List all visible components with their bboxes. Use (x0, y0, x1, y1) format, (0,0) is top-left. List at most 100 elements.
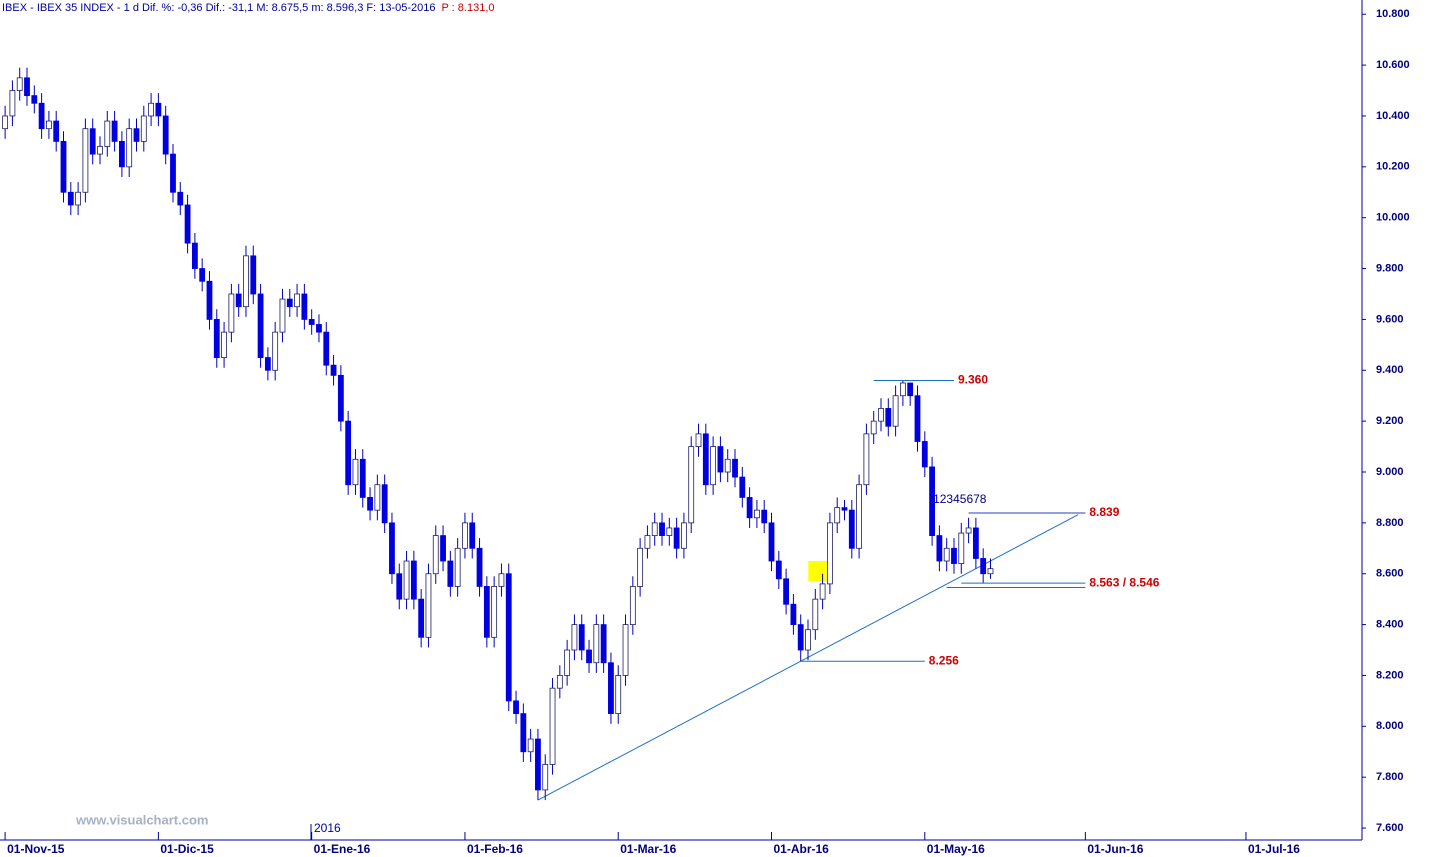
candle-body (542, 764, 549, 791)
candle-body (797, 624, 804, 651)
candle-body (783, 578, 790, 605)
candle-body (899, 382, 906, 397)
candle-body (724, 458, 731, 473)
candle-body (549, 687, 556, 765)
candle-body (498, 573, 505, 587)
title-price: P : 8.131,0 (441, 2, 494, 14)
candle-body (462, 522, 468, 549)
candle-body (987, 568, 994, 575)
candle-body (403, 560, 410, 600)
candle-body (264, 357, 271, 371)
candle-body (673, 527, 680, 549)
y-tick-label: 8.400 (1376, 619, 1404, 631)
y-tick-label: 8.600 (1376, 568, 1404, 580)
x-tick-label: 01-Dic-15 (160, 842, 214, 856)
y-tick-label: 7.800 (1376, 771, 1404, 783)
candle-body (16, 77, 23, 91)
candle-body (629, 586, 636, 625)
y-tick-label: 10.800 (1376, 8, 1410, 20)
y-tick-label: 10.200 (1376, 161, 1410, 173)
candle-body (155, 102, 162, 117)
x-tick-label: 01-May-16 (927, 842, 985, 856)
candle-body (476, 547, 483, 587)
candle-body (359, 458, 366, 498)
candle-body (250, 255, 257, 295)
candle-body (921, 441, 928, 468)
candle-body (228, 293, 235, 333)
candle-body (914, 395, 921, 442)
candle-body (82, 128, 89, 193)
candle-body (834, 507, 841, 524)
candle-body (644, 535, 651, 549)
candle-body (294, 293, 300, 308)
candle-body (951, 547, 957, 564)
candle-body (374, 484, 381, 511)
candle-body (571, 624, 578, 651)
x-tick-label: 01-Abr-16 (774, 842, 830, 856)
candle-body (170, 153, 176, 193)
wave-label: 12345678 (933, 492, 987, 506)
candle-body (286, 298, 293, 308)
candle-body (586, 649, 592, 664)
candle-body (367, 497, 373, 511)
candle-body (418, 598, 425, 638)
y-tick-label: 8.800 (1376, 517, 1404, 529)
candle-body (958, 532, 965, 564)
candle-body (396, 573, 403, 600)
y-tick-label: 9.600 (1376, 313, 1404, 325)
candle-body (520, 713, 527, 753)
candle-body (148, 102, 154, 117)
y-tick-label: 10.400 (1376, 110, 1410, 122)
candle-body (440, 535, 446, 562)
candle-body (878, 408, 884, 422)
candle-body (410, 560, 417, 600)
candle-body (24, 77, 30, 97)
candle-body (257, 293, 264, 358)
y-tick-label: 8.200 (1376, 669, 1404, 681)
candle-body (199, 268, 206, 282)
candle-body (389, 522, 395, 575)
candle-body (345, 420, 352, 486)
candle-body (980, 558, 987, 575)
candle-body (316, 324, 322, 333)
candle-body (38, 102, 45, 130)
candle-body (432, 535, 439, 575)
candle-body (221, 331, 227, 358)
candle-body (206, 280, 213, 320)
candle-body (104, 120, 111, 147)
candle-body (213, 319, 220, 358)
candle-body (535, 738, 541, 791)
candle-body (702, 433, 709, 486)
candle-body (827, 522, 833, 585)
candle-body (191, 242, 198, 269)
candle-body (615, 675, 622, 715)
candle-body (863, 433, 870, 486)
candle-body (936, 535, 943, 562)
y-tick-label: 8.000 (1376, 720, 1404, 732)
candle-body (301, 293, 308, 320)
candle-body (775, 560, 782, 580)
highlight (808, 561, 830, 582)
candle-body (469, 522, 476, 549)
candle-body (126, 128, 133, 168)
candle-body (177, 191, 184, 206)
candle-body (60, 140, 67, 193)
candle-body (2, 115, 9, 130)
candle-body (483, 586, 490, 638)
candle-body (447, 560, 454, 587)
y-tick-label: 9.800 (1376, 262, 1404, 274)
candle-body (184, 204, 191, 244)
candle-body (681, 522, 687, 549)
candle-body (352, 458, 359, 486)
candle-body (790, 603, 797, 625)
candle-body (965, 527, 972, 534)
candle-body (75, 191, 81, 206)
candle-body (425, 573, 432, 638)
candle-body (272, 331, 279, 371)
y-tick-label: 9.000 (1376, 466, 1404, 478)
candle-body (381, 484, 388, 524)
title-text: IBEX - IBEX 35 INDEX - 1 d Dif. %: -0,36… (2, 2, 435, 14)
